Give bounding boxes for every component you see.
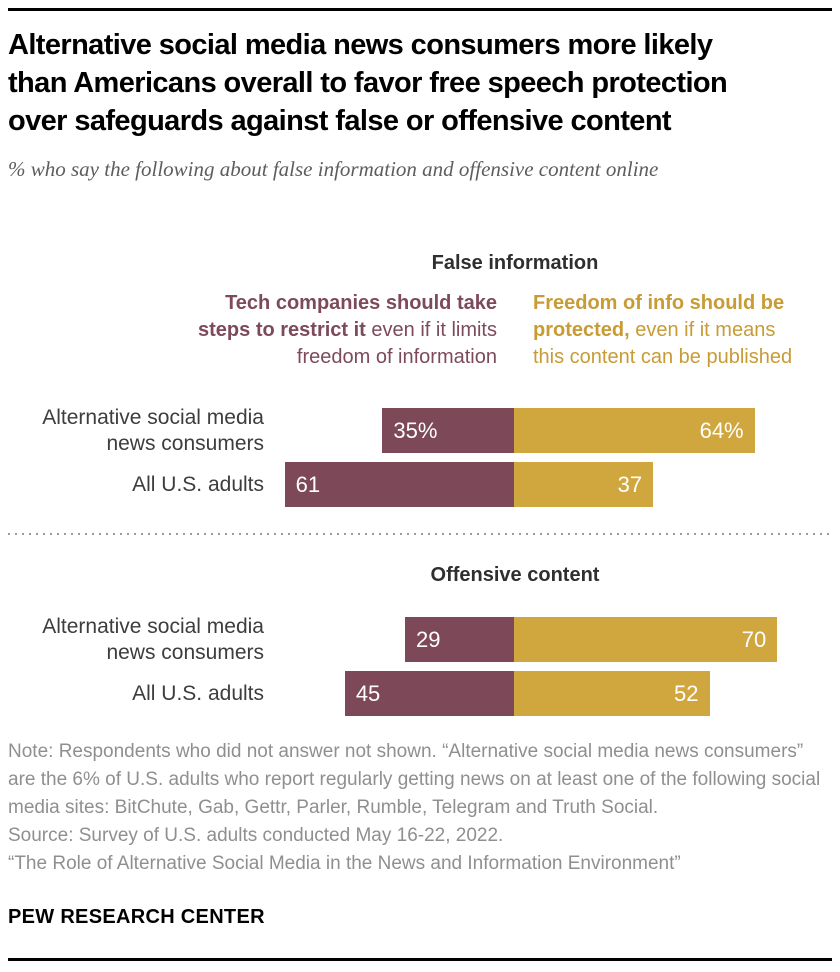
bar-offensive-alt-restrict: 29 [404,617,514,662]
legend-protect: Freedom of info should be protected, eve… [533,290,818,371]
pew-research-center-wordmark: PEW RESEARCH CENTER [8,906,265,928]
legend-restrict-line-2: steps to restrict it even if it limits [198,319,497,341]
bar-value-label: 37 [617,472,643,497]
bar-value-label: 35% [393,418,438,443]
bar-value-label: 70 [741,627,767,652]
legend-protect-line-2: protected, even if it means [533,319,776,341]
legend-protect-line-3: this content can be published [533,346,793,368]
bar-false-adults-protect: 37 [514,462,654,507]
chart-title-line-3: over safeguards against false or offensi… [8,105,672,137]
chart-subtitle: % who say the following about false info… [8,157,659,181]
bottom-rule [8,958,832,961]
legend-restrict-line-3: freedom of information [296,346,497,368]
bar-value-label: 52 [674,681,699,706]
category-label-all-us-adults: All U.S. adults [132,472,264,496]
category-label-all-us-adults: All U.S. adults [132,681,264,705]
bar-offensive-alt-protect: 70 [514,617,778,662]
category-label-alt-social-media: Alternative social media news consumers [42,614,264,664]
top-rule [8,8,832,11]
bar-offensive-adults-restrict: 45 [344,671,514,716]
bar-offensive-adults-protect: 52 [514,671,710,716]
panel-header-offensive-content: Offensive content [430,564,600,586]
footnote-block: Note: Respondents who did not answer not… [8,738,834,878]
bar-value-label: 64% [699,418,744,443]
category-label-alt-social-media: Alternative social media news consumers [42,405,264,455]
legend-protect-line-1: Freedom of info should be [533,292,785,314]
bar-false-alt-protect: 64% [514,408,755,453]
legend-restrict-line-1: Tech companies should take [225,292,497,314]
bar-false-adults-restrict: 61 [284,462,514,507]
dotted-section-divider [8,533,832,535]
legend-restrict: Tech companies should take steps to rest… [140,290,497,371]
report-title-text: “The Role of Alternative Social Media in… [8,853,681,874]
bar-false-alt-restrict: 35% [382,408,514,453]
chart-title-line-2: than Americans overall to favor free spe… [8,67,728,99]
source-text: Source: Survey of U.S. adults conducted … [8,825,504,846]
chart-title: Alternative social media news consumers … [8,26,836,140]
note-text: Note: Respondents who did not answer not… [8,741,821,818]
bar-value-label: 29 [415,627,441,652]
bar-value-label: 45 [355,681,381,706]
panel-header-false-information: False information [431,252,599,274]
chart-title-line-1: Alternative social media news consumers … [8,29,713,61]
bar-value-label: 61 [295,472,321,497]
